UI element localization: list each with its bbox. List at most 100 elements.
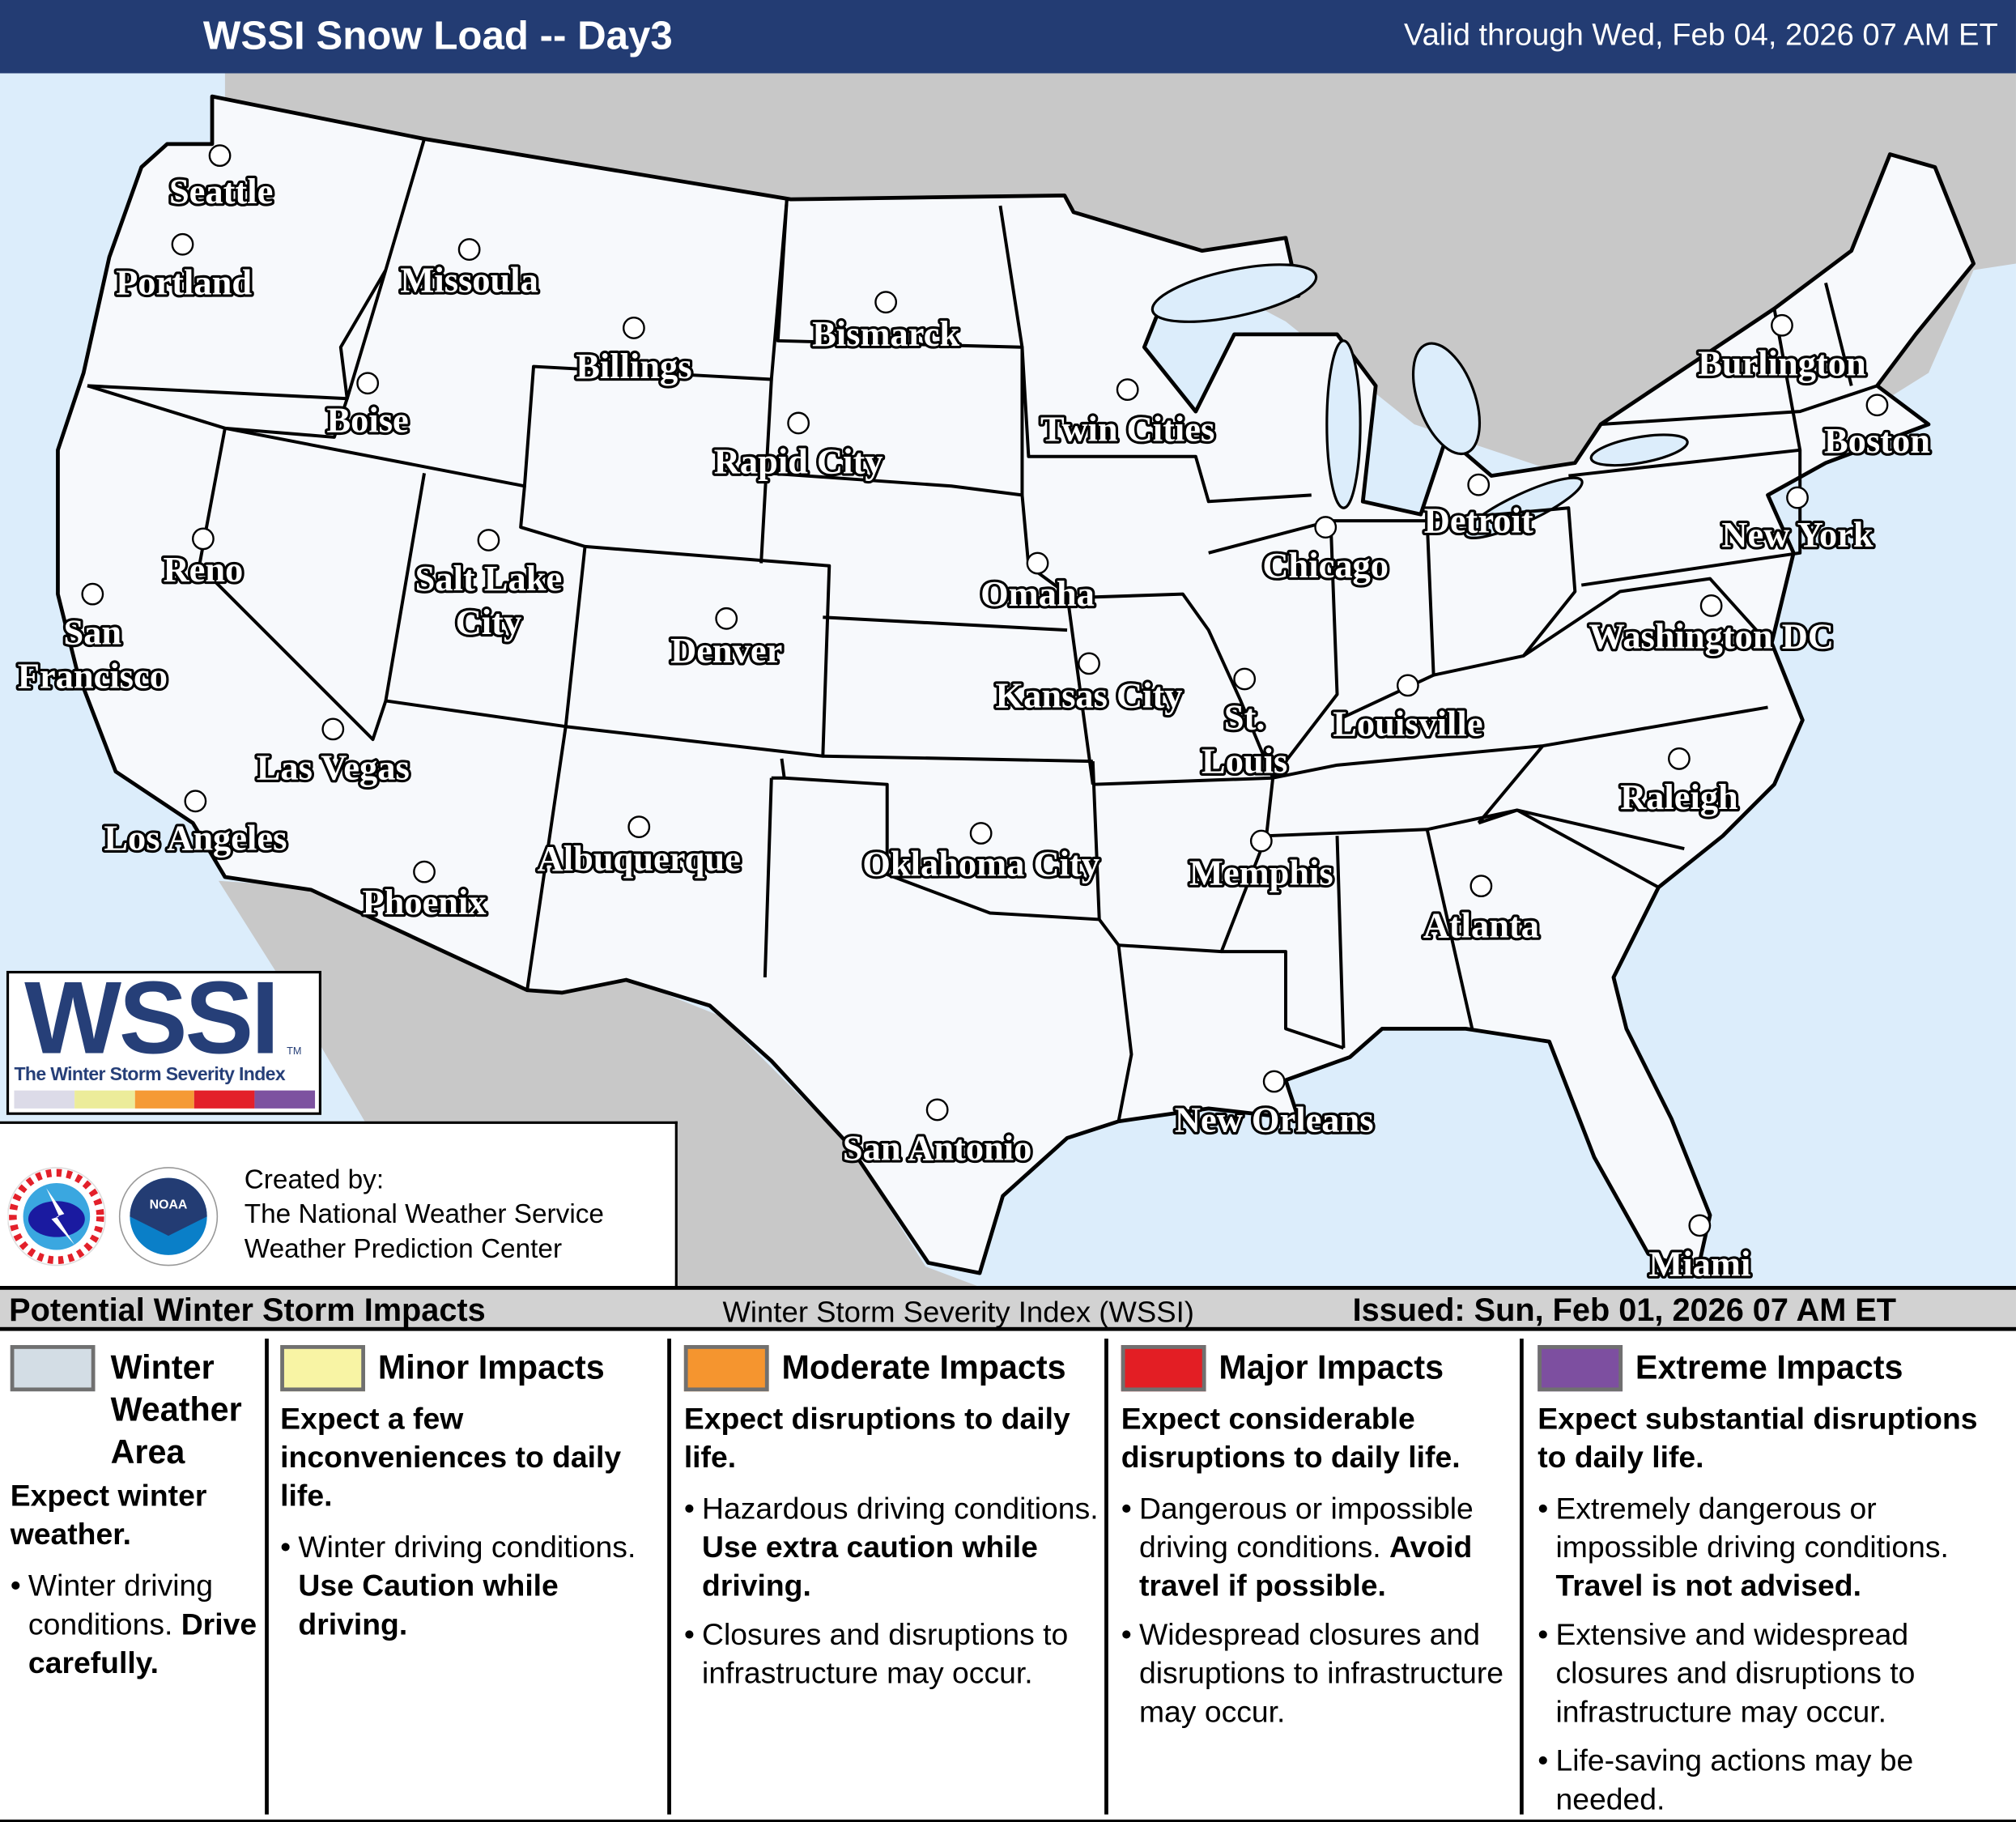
category-subtitle: Expect a few inconveniences to daily lif… <box>280 1401 622 1513</box>
city-marker-icon <box>321 717 345 741</box>
city-st-louis: St.Louis <box>1199 667 1290 784</box>
city-marker-icon <box>1249 829 1273 853</box>
city-marker-icon <box>969 822 993 845</box>
city-label: Rapid City <box>714 441 883 481</box>
city-oklahoma-city: Oklahoma City <box>860 822 1102 887</box>
city-label: Francisco <box>18 656 168 696</box>
strip-segment <box>254 1090 316 1109</box>
svg-text:NOAA: NOAA <box>150 1198 188 1212</box>
legend-index-name: Winter Storm Severity Index (WSSI) <box>722 1295 1194 1329</box>
bullet: Extremely dangerous or impossible drivin… <box>1538 1489 2006 1605</box>
wssi-logo: WSSI TM The Winter Storm Severity Index <box>6 970 321 1115</box>
city-label: New York <box>1721 514 1874 555</box>
us-map: Seattle Portland Missoula Billings Bismarck B… <box>15 73 2016 1286</box>
city-marker-icon <box>622 317 645 339</box>
city-new-orleans: New Orleans <box>1172 1070 1376 1143</box>
city-label: Phoenix <box>362 882 486 922</box>
strip-segment <box>74 1090 135 1109</box>
column-divider <box>1520 1339 1524 1815</box>
city-reno: Reno <box>160 527 245 592</box>
city-label: Chicago <box>1262 545 1389 585</box>
city-detroit: Detroit <box>1422 473 1536 543</box>
city-marker-icon <box>1116 378 1139 402</box>
legend-winter-weather-area: Winter Weather Area Expect winter weathe… <box>11 1331 268 1814</box>
legend-major-impacts: Major Impacts Expect considerable disrup… <box>1121 1331 1520 1814</box>
category-subtitle: Expect substantial disruptions to daily … <box>1538 1401 1978 1474</box>
legend-heading: Potential Winter Storm Impacts <box>9 1292 486 1329</box>
bullet: Winter driving conditions. Drive careful… <box>11 1566 267 1682</box>
city-label: Detroit <box>1424 500 1533 540</box>
city-chicago: Chicago <box>1260 516 1391 588</box>
city-label: Reno <box>164 549 244 590</box>
bullet-text: Winter driving conditions. <box>298 1530 636 1564</box>
city-marker-icon <box>208 144 232 168</box>
city-label: San Antonio <box>843 1127 1031 1168</box>
bullet-emphasis: Travel is not advised. <box>1555 1569 1861 1603</box>
city-marker-icon <box>192 527 215 551</box>
legend-minor-impacts: Minor Impacts Expect a few inconvenience… <box>280 1331 666 1814</box>
category-subtitle: Expect disruptions to daily life. <box>683 1401 1070 1474</box>
bullet-text: Closures and disruptions to infrastructu… <box>702 1617 1069 1690</box>
city-label: Twin Cities <box>1040 409 1214 449</box>
bullet-text: Extremely dangerous or impossible drivin… <box>1555 1492 1949 1564</box>
bullet-emphasis: Avoid travel if possible. <box>1138 1530 1473 1603</box>
city-marker-icon <box>1699 594 1723 617</box>
issued-time: Issued: Sun, Feb 01, 2026 07 AM ET <box>1352 1292 1897 1329</box>
city-label: Oklahoma City <box>862 843 1099 883</box>
city-albuquerque: Albuquerque <box>534 815 743 881</box>
header-bar: WSSI Snow Load -- Day3 Valid through Wed… <box>0 0 2016 74</box>
city-label: Louis <box>1202 740 1287 781</box>
city-las-vegas: Las Vegas <box>254 717 412 790</box>
city-memphis: Memphis <box>1187 829 1336 896</box>
city-marker-icon <box>1262 1070 1286 1093</box>
wssi-wordmark: WSSI <box>24 970 279 1075</box>
category-title: Moderate Impacts <box>781 1347 1066 1386</box>
city-label: Missoula <box>400 259 538 300</box>
credits-box: NOAA Created by: The National Weather Se… <box>0 1121 678 1289</box>
column-divider <box>667 1339 671 1815</box>
city-label: Billings <box>576 346 691 386</box>
agency-logos: NOAA <box>7 1167 219 1266</box>
city-louisville: Louisville <box>1330 674 1486 747</box>
city-omaha: Omaha <box>978 551 1097 616</box>
city-los-angeles: Los Angeles <box>101 790 290 861</box>
legend-header: Potential Winter Storm Impacts Winter St… <box>0 1286 2016 1331</box>
city-burlington: Burlington <box>1695 313 1869 386</box>
city-label: Louisville <box>1333 703 1482 743</box>
city-seattle: Seattle <box>167 144 275 214</box>
city-label: Washington DC <box>1589 615 1834 656</box>
credit-nws: The National Weather Service <box>244 1199 604 1230</box>
strip-segment <box>194 1090 255 1109</box>
bullet: Widespread closures and disruptions to i… <box>1121 1616 1520 1731</box>
wssi-logo-subtitle: The Winter Storm Severity Index <box>14 1064 286 1086</box>
city-marker-icon <box>925 1098 949 1122</box>
city-label: Atlanta <box>1423 905 1539 946</box>
city-washington-dc: Washington DC <box>1586 594 1836 659</box>
city-marker-icon <box>715 607 738 630</box>
bullet-emphasis: Drive carefully. <box>28 1607 257 1679</box>
bullet-emphasis: Use Caution while driving. <box>298 1569 559 1641</box>
swatch-extreme <box>1538 1345 1623 1392</box>
category-title: Extreme Impacts <box>1635 1347 1903 1386</box>
impact-legend: Winter Weather Area Expect winter weathe… <box>0 1331 2016 1822</box>
city-raleigh: Raleigh <box>1618 747 1741 819</box>
nws-logo-icon <box>7 1167 106 1266</box>
city-portland: Portland <box>113 232 255 305</box>
city-label: Seattle <box>169 171 273 211</box>
city-marker-icon <box>1396 674 1419 697</box>
city-denver: Denver <box>668 607 785 673</box>
bullet: Life-saving actions may be needed. <box>1538 1741 2006 1818</box>
city-label: Kansas City <box>996 675 1183 715</box>
bullet: Dangerous or impossible driving conditio… <box>1121 1489 1520 1605</box>
city-label: Las Vegas <box>257 747 410 787</box>
city-label: Memphis <box>1189 853 1333 893</box>
city-marker-icon <box>171 232 194 256</box>
city-label: Miami <box>1648 1243 1750 1283</box>
wssi-color-strip <box>14 1090 316 1109</box>
map-title: WSSI Snow Load -- Day3 <box>202 12 673 58</box>
bullet: Closures and disruptions to infrastructu… <box>684 1616 1102 1692</box>
city-marker-icon <box>874 291 898 314</box>
city-marker-icon <box>1467 473 1491 496</box>
city-atlanta: Atlanta <box>1421 875 1542 948</box>
